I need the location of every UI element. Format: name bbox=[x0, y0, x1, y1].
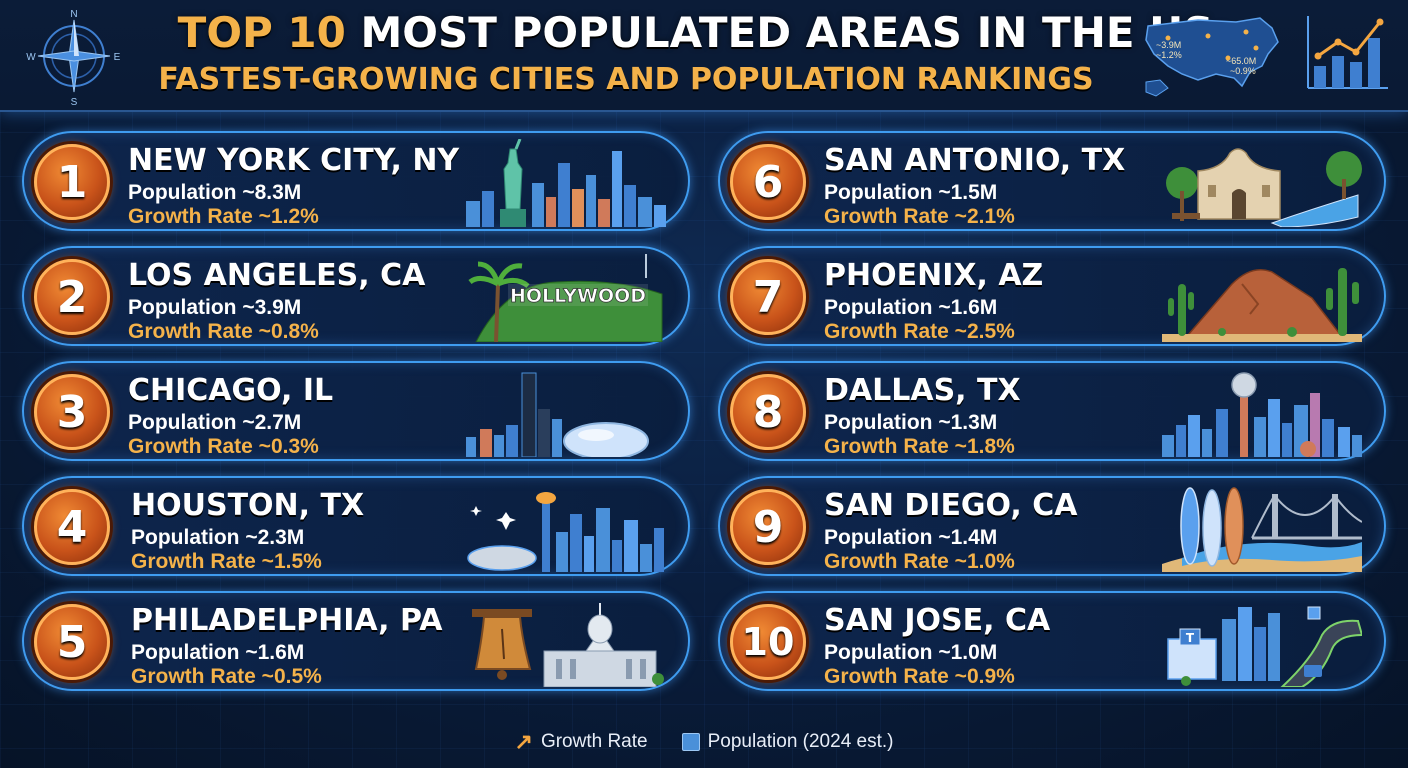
city-population: Population ~3.9M bbox=[128, 296, 302, 319]
city-population: Population ~1.3M bbox=[824, 411, 998, 434]
city-card-8[interactable]: 8 DALLAS, TX Population ~1.3M Growth Rat… bbox=[718, 361, 1386, 461]
compass-s: S bbox=[71, 97, 78, 106]
map-left-pop: ~3.9M bbox=[1156, 40, 1181, 50]
legend-population-label: Population (2024 est.) bbox=[707, 731, 894, 752]
houston-skyline-icon bbox=[467, 492, 664, 572]
rank-badge: 7 bbox=[730, 259, 806, 335]
rank-badge: 10 bbox=[730, 604, 806, 680]
legend: ↗ Growth Rate Population (2024 est.) bbox=[0, 728, 1408, 756]
city-card-5[interactable]: 5 PHILADELPHIA, PA Population ~1.6M Grow… bbox=[22, 591, 690, 691]
population-square-icon bbox=[681, 733, 700, 751]
alamo-riverwalk-icon bbox=[1166, 148, 1362, 227]
statue-of-liberty-skyline-icon bbox=[466, 139, 666, 227]
city-population: Population ~8.3M bbox=[128, 181, 302, 204]
city-growth: Growth Rate ~1.0% bbox=[824, 550, 1015, 573]
desert-cactus-icon bbox=[1162, 268, 1362, 342]
rank-badge: 6 bbox=[730, 144, 806, 220]
city-growth: Growth Rate ~0.8% bbox=[128, 320, 319, 343]
city-name: PHOENIX, AZ bbox=[824, 258, 1044, 293]
legend-growth-label: Growth Rate bbox=[540, 731, 648, 752]
rank-badge: 1 bbox=[34, 144, 110, 220]
hollywood-sign-icon: HOLLYWOOD bbox=[468, 254, 663, 342]
city-population: Population ~1.5M bbox=[824, 181, 998, 204]
city-growth: Growth Rate ~0.5% bbox=[131, 665, 322, 688]
legend-growth: ↗ Growth Rate bbox=[515, 729, 648, 755]
city-card-6[interactable]: 6 SAN ANTONIO, TX Population ~1.5M Growt… bbox=[718, 131, 1386, 231]
city-name: SAN JOSE, CA bbox=[824, 603, 1051, 638]
rank-badge: 4 bbox=[34, 489, 110, 565]
city-population: Population ~1.6M bbox=[131, 641, 305, 664]
city-name: LOS ANGELES, CA bbox=[128, 258, 426, 293]
city-population: Population ~2.3M bbox=[131, 526, 305, 549]
map-left-growth: ~1.2% bbox=[1156, 50, 1182, 60]
city-name: HOUSTON, TX bbox=[131, 488, 365, 523]
bar-chart-icon bbox=[1307, 16, 1388, 89]
city-growth: Growth Rate ~2.1% bbox=[824, 205, 1015, 228]
liberty-bell-capitol-icon bbox=[472, 603, 664, 687]
growth-arrow-icon: ↗ bbox=[514, 729, 533, 754]
surfboards-bridge-icon bbox=[1162, 487, 1362, 572]
compass-w: W bbox=[26, 52, 36, 63]
city-card-9[interactable]: 9 SAN DIEGO, CA Population ~1.4M Growth … bbox=[718, 476, 1386, 576]
city-card-2[interactable]: 2 LOS ANGELES, CA Population ~3.9M Growt… bbox=[22, 246, 690, 346]
city-growth: Growth Rate ~0.3% bbox=[128, 435, 319, 458]
city-population: Population ~2.7M bbox=[128, 411, 302, 434]
city-growth: Growth Rate ~1.2% bbox=[128, 205, 319, 228]
city-name: PHILADELPHIA, PA bbox=[131, 603, 443, 638]
city-name: NEW YORK CITY, NY bbox=[128, 143, 460, 178]
city-card-3[interactable]: 3 CHICAGO, IL Population ~2.7M Growth Ra… bbox=[22, 361, 690, 461]
title-accent: TOP 10 bbox=[177, 8, 346, 57]
city-card-4[interactable]: 4 HOUSTON, TX Population ~2.3M Growth Ra… bbox=[22, 476, 690, 576]
svg-text:T: T bbox=[1186, 631, 1195, 645]
city-name: SAN ANTONIO, TX bbox=[824, 143, 1126, 178]
us-map-icon: ~3.9M ~1.2% ~65.0M ~0.9% bbox=[1145, 17, 1279, 97]
rank-badge: 5 bbox=[34, 604, 110, 680]
city-growth: Growth Rate ~0.9% bbox=[824, 665, 1015, 688]
map-right-growth: ~0.9% bbox=[1230, 66, 1256, 76]
city-population: Population ~1.0M bbox=[824, 641, 998, 664]
city-card-7[interactable]: 7 PHOENIX, AZ Population ~1.6M Growth Ra… bbox=[718, 246, 1386, 346]
compass-e: E bbox=[114, 52, 121, 63]
city-name: SAN DIEGO, CA bbox=[824, 488, 1078, 523]
city-name: DALLAS, TX bbox=[824, 373, 1021, 408]
compass-icon: N S E W bbox=[26, 9, 121, 106]
city-name: CHICAGO, IL bbox=[128, 373, 334, 408]
reunion-tower-skyline-icon bbox=[1162, 372, 1362, 457]
map-right-pop: ~65.0M bbox=[1226, 56, 1256, 66]
title-rest: MOST POPULATED AREAS IN THE US: bbox=[345, 8, 1231, 57]
page-title: TOP 10 MOST POPULATED AREAS IN THE US: bbox=[0, 8, 1408, 57]
city-population: Population ~1.4M bbox=[824, 526, 998, 549]
rank-badge: 9 bbox=[730, 489, 806, 565]
compass-n: N bbox=[70, 9, 77, 20]
city-growth: Growth Rate ~1.5% bbox=[131, 550, 322, 573]
rank-badge: 2 bbox=[34, 259, 110, 335]
legend-population: Population (2024 est.) bbox=[681, 731, 894, 753]
chicago-bean-skyline-icon bbox=[466, 372, 649, 457]
hollywood-sign-text: HOLLYWOOD bbox=[510, 285, 646, 307]
city-card-10[interactable]: 10 SAN JOSE, CA Population ~1.0M Growth … bbox=[718, 591, 1386, 691]
rank-badge: 8 bbox=[730, 374, 806, 450]
page-subtitle: FASTEST-GROWING CITIES AND POPULATION RA… bbox=[158, 62, 1094, 97]
city-growth: Growth Rate ~2.5% bbox=[824, 320, 1015, 343]
tech-campus-highway-icon: T bbox=[1167, 606, 1362, 687]
city-growth: Growth Rate ~1.8% bbox=[824, 435, 1015, 458]
rank-badge: 3 bbox=[34, 374, 110, 450]
header-banner: N S E W TOP 10 MOST POPULATED AREAS IN T… bbox=[0, 0, 1408, 112]
city-population: Population ~1.6M bbox=[824, 296, 998, 319]
city-card-1[interactable]: 1 NEW YORK CITY, NY Population ~8.3M Gro… bbox=[22, 131, 690, 231]
